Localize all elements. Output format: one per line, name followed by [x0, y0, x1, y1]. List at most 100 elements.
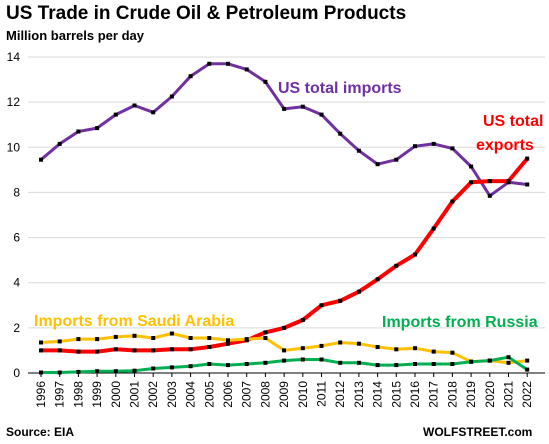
watermark: WOLFSTREET.com: [423, 425, 532, 439]
data-point: [76, 369, 81, 374]
y-tick-label: 4: [13, 276, 20, 290]
data-point: [57, 141, 62, 146]
data-point: [188, 74, 193, 79]
data-point: [394, 263, 399, 268]
data-point: [244, 337, 249, 342]
data-point: [469, 180, 474, 185]
chart-title: US Trade in Crude Oil & Petroleum Produc…: [6, 3, 407, 24]
data-point: [132, 368, 137, 373]
x-tick-label: 2002: [146, 381, 160, 408]
data-point: [431, 349, 436, 354]
label-us-total-exports-line2: exports: [476, 137, 534, 154]
series-points: [39, 61, 530, 375]
data-point: [431, 362, 436, 366]
x-tick-label: 2020: [483, 381, 497, 408]
data-point: [169, 94, 174, 99]
x-tick-label: 2009: [277, 381, 291, 408]
data-point: [76, 337, 81, 342]
data-point: [263, 330, 268, 335]
data-point: [450, 362, 455, 366]
x-tick-label: 1996: [34, 381, 48, 408]
y-axis-label: Million barrels per day: [6, 28, 144, 43]
data-point: [375, 363, 380, 368]
x-tick-labels: 1996 1997 1998 1999 2000 2001 2002 2003 2004 2005…: [34, 381, 534, 408]
x-tick-label: 1997: [53, 381, 67, 408]
x-tick-label: 2021: [502, 381, 516, 408]
x-tick-label: 2012: [333, 381, 347, 408]
data-point: [113, 334, 118, 339]
data-point: [525, 156, 530, 161]
x-tick-label: 1999: [90, 381, 104, 408]
data-point: [113, 347, 118, 352]
data-point: [487, 358, 492, 363]
data-point: [226, 338, 230, 343]
data-point: [375, 277, 380, 282]
data-point: [319, 303, 324, 308]
data-point: [338, 340, 343, 345]
data-point: [226, 363, 230, 368]
data-point: [244, 362, 249, 366]
gridlines: [28, 56, 545, 377]
label-imports-saudi-arabia: Imports from Saudi Arabia: [34, 313, 234, 330]
y-tick-label: 10: [7, 140, 21, 154]
data-point: [113, 112, 118, 117]
data-point: [207, 345, 212, 349]
data-point: [169, 365, 174, 370]
data-point: [394, 157, 399, 162]
data-point: [151, 336, 156, 340]
y-tick-label: 0: [13, 366, 20, 380]
x-tick-label: 2003: [165, 381, 179, 408]
data-point: [207, 336, 212, 340]
data-point: [450, 350, 455, 355]
data-point: [113, 369, 118, 374]
data-point: [263, 360, 268, 365]
data-point: [356, 360, 361, 365]
data-point: [282, 106, 287, 111]
data-point: [132, 333, 137, 338]
data-point: [431, 141, 436, 146]
data-point: [57, 370, 62, 375]
data-point: [188, 347, 193, 352]
data-point: [300, 346, 305, 351]
data-point: [39, 340, 43, 345]
x-tick-label: 2010: [296, 381, 310, 408]
data-point: [39, 157, 43, 162]
data-point: [57, 348, 62, 353]
data-point: [525, 182, 530, 187]
data-point: [300, 318, 305, 322]
data-point: [469, 359, 474, 364]
label-imports-russia: Imports from Russia: [382, 314, 538, 331]
data-point: [132, 348, 137, 353]
label-us-total-imports: US total imports: [278, 80, 402, 97]
data-point: [300, 357, 305, 362]
data-point: [282, 325, 287, 330]
x-tick-label: 2013: [352, 381, 366, 408]
data-point: [319, 343, 324, 348]
x-tick-label: 2008: [258, 381, 272, 408]
x-tick-label: 2018: [445, 381, 459, 408]
x-tick-label: 2014: [371, 381, 385, 408]
data-point: [57, 339, 62, 344]
data-point: [169, 347, 174, 352]
data-point: [151, 366, 156, 371]
data-point: [39, 370, 43, 375]
data-point: [525, 367, 530, 372]
data-point: [319, 112, 324, 117]
x-tick-label: 2005: [202, 381, 216, 408]
label-us-total-exports-line1: US total: [483, 113, 543, 130]
data-point: [151, 348, 156, 353]
data-point: [356, 148, 361, 153]
data-point: [356, 289, 361, 294]
x-tick-label: 2019: [464, 381, 478, 408]
data-point: [469, 164, 474, 169]
x-tick-label: 2006: [221, 381, 235, 408]
data-point: [413, 362, 417, 366]
data-point: [207, 61, 212, 66]
data-point: [76, 129, 81, 134]
y-tick-label: 14: [7, 50, 21, 64]
y-tick-label: 6: [13, 231, 20, 245]
series-labels: US total imports US total exports Import…: [34, 80, 543, 331]
data-point: [525, 358, 530, 363]
